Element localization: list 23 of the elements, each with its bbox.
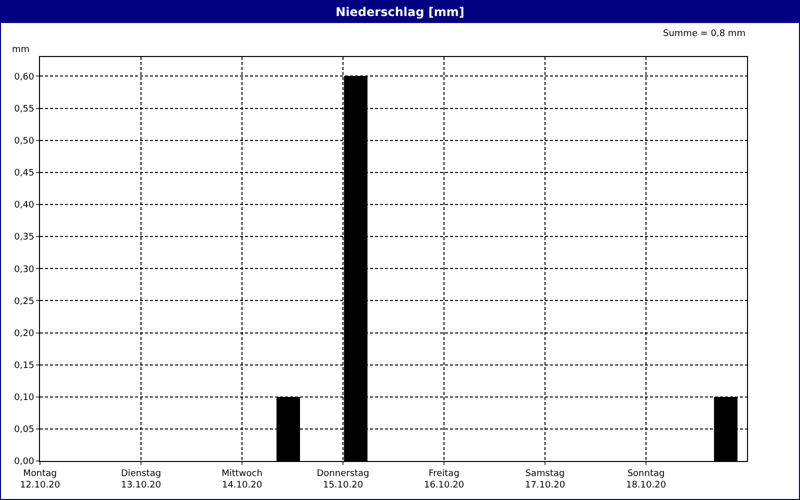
chart-title: Niederschlag [mm] — [1, 1, 799, 23]
x-tick-label: Montag 12.10.20 — [20, 468, 60, 490]
y-tick-label: 0,00 — [14, 457, 34, 468]
y-tick-label: 0,10 — [14, 393, 34, 404]
y-axis-title: mm — [12, 45, 30, 55]
y-tick-label: 0,15 — [14, 360, 34, 371]
y-tick-label: 0,05 — [14, 425, 34, 436]
x-tick-label: Samstag 17.10.20 — [524, 468, 566, 490]
y-tick-label: 0,50 — [14, 136, 34, 147]
y-tick-label: 0,40 — [14, 200, 34, 211]
y-tick-label: 0,45 — [14, 168, 34, 179]
text: Summe = 0,8 mm — [663, 29, 746, 39]
y-tick-label: 0,25 — [14, 296, 34, 307]
x-tick-label: Sonntag 18.10.20 — [626, 468, 666, 490]
x-tick-label: Donnerstag 15.10.20 — [316, 468, 370, 490]
y-tick-label: 0,60 — [14, 72, 34, 82]
y-tick-label: 0,20 — [14, 328, 34, 339]
y-tick-label: 0,30 — [14, 264, 34, 275]
x-tick-label: Freitag 16.10.20 — [424, 468, 464, 490]
y-tick-label: 0,35 — [14, 232, 34, 243]
x-tick-label: Mittwoch 14.10.20 — [222, 468, 262, 490]
x-tick-label: Dienstag 13.10.20 — [120, 468, 162, 490]
y-tick-label: 0,55 — [14, 104, 34, 114]
